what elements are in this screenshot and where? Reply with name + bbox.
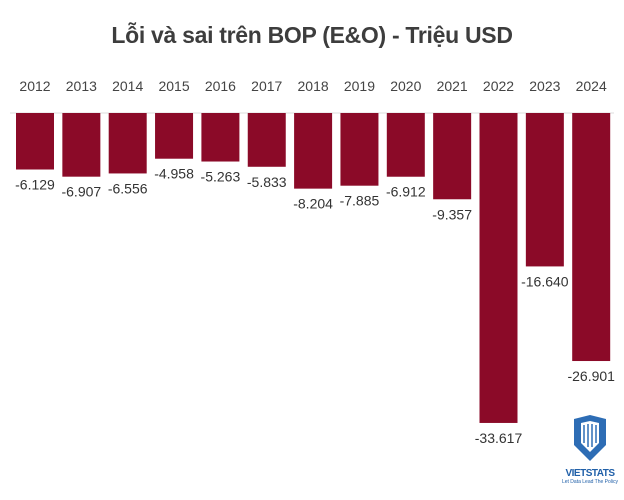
x-tick-label: 2023	[529, 78, 560, 94]
bar	[108, 113, 147, 174]
bar	[62, 113, 101, 177]
bar	[340, 113, 379, 186]
data-label: -4.958	[154, 166, 194, 182]
data-label: -9.357	[432, 206, 472, 222]
bar	[201, 113, 240, 162]
x-tick-label: 2013	[66, 78, 97, 94]
data-label: -5.263	[201, 169, 241, 185]
data-label: -5.833	[247, 174, 287, 190]
bar	[479, 113, 518, 423]
x-tick-label: 2018	[298, 78, 329, 94]
x-tick-label: 2012	[19, 78, 50, 94]
x-tick-label: 2016	[205, 78, 236, 94]
x-tick-label: 2021	[437, 78, 468, 94]
bar	[247, 113, 286, 167]
bar	[386, 113, 425, 177]
shield-logo-icon	[574, 415, 606, 461]
data-label: -6.129	[15, 177, 55, 193]
data-label: -7.885	[340, 193, 380, 209]
x-tick-label: 2014	[112, 78, 143, 94]
x-tick-label: 2020	[390, 78, 421, 94]
bar	[294, 113, 333, 189]
x-tick-label: 2015	[158, 78, 189, 94]
data-label: -6.556	[108, 180, 148, 196]
bar	[155, 113, 194, 159]
bar	[16, 113, 54, 170]
data-label: -33.617	[475, 430, 523, 446]
vietstats-logo: VIETSTATS Let Data Lead The Policy	[560, 415, 620, 485]
bar	[433, 113, 472, 200]
chart-title: Lỗi và sai trên BOP (E&O) - Triệu USD	[111, 22, 513, 48]
data-label: -16.640	[521, 273, 569, 289]
data-label: -8.204	[293, 196, 333, 212]
x-tick-label: 2019	[344, 78, 375, 94]
data-label: -6.912	[386, 184, 426, 200]
logo-brand: VIETSTATS	[565, 468, 615, 479]
x-tick-label: 2022	[483, 78, 514, 94]
bar	[572, 113, 611, 362]
data-label: -6.907	[61, 184, 101, 200]
x-tick-label: 2024	[576, 78, 607, 94]
data-label: -26.901	[567, 368, 615, 384]
bar	[525, 113, 564, 267]
x-tick-label: 2017	[251, 78, 282, 94]
logo-tagline: Let Data Lead The Policy	[561, 479, 619, 485]
